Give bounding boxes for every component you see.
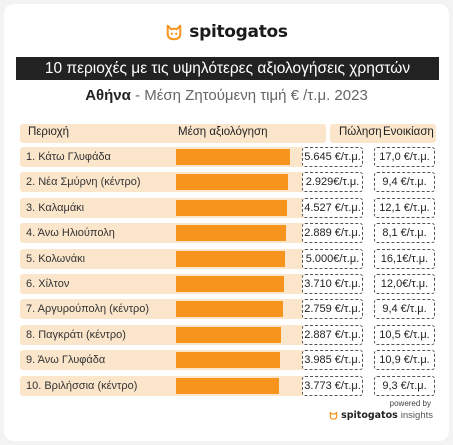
insights-brand: spitogatos (341, 410, 398, 421)
header-area: Περιοχή (28, 126, 70, 138)
chart-subtitle: Αθήνα - Μέση Ζητούμενη τιμή € /τ.μ. 2023 (0, 87, 453, 104)
sale-price-box: 3.710 €/τ.μ. (302, 274, 363, 294)
sale-price-box: 2.759 €/τ.μ. (302, 299, 363, 320)
rating-bar (176, 352, 281, 369)
subtitle-city: Αθήνα (85, 87, 131, 104)
rent-price-box: 10,5 €/τ.μ. (374, 324, 435, 345)
rating-bar (176, 149, 290, 165)
rent-price-box: 12,0€/τ.μ. (374, 274, 435, 294)
row-area-label: 10. Βριλήσσια (κέντρο) (26, 379, 138, 392)
row-area-label: 2. Νέα Σμύρνη (κέντρο) (26, 176, 141, 189)
sale-price-box: 4.527 €/τ.μ. (302, 197, 363, 218)
rent-price-box: 16,1€/τ.μ. (374, 248, 435, 269)
sale-price-box: 3.985 €/τ.μ. (302, 350, 363, 371)
chart-title: 10 περιοχές με τις υψηλότερες αξιολογήσε… (16, 57, 439, 80)
powered-by-text: powered by (389, 399, 431, 408)
rating-bar (176, 174, 289, 191)
sale-price-box: 2.929€/τ.μ. (302, 172, 363, 193)
sale-price-box: 5.000€/τ.μ. (302, 248, 363, 269)
row-area-label: 6. Χίλτον (26, 278, 70, 290)
row-area-label: 9. Άνω Γλυφάδα (26, 354, 106, 367)
rent-price-box: 9,4 €/τ.μ. (374, 299, 435, 320)
brand-name: spitogatos (189, 22, 288, 42)
rating-bar (176, 326, 282, 343)
row-area-label: 4. Άνω Ηλιούπολη (26, 227, 115, 240)
header-sale: Πώληση (339, 126, 382, 138)
sale-price-box: 5.645 €/τ.μ. (302, 147, 363, 167)
row-area-label: 7. Αργυρούπολη (κέντρο) (26, 303, 150, 316)
rent-price-box: 8,1 €/τ.μ. (374, 223, 435, 244)
rating-bar (176, 301, 283, 318)
header-left-bg (20, 124, 326, 143)
row-area-label: 1. Κάτω Γλυφάδα (26, 151, 111, 163)
insights-suffix: insights (400, 410, 433, 421)
cat-logo-small-icon (329, 411, 338, 420)
rating-bar (176, 250, 285, 267)
cat-logo-icon (166, 24, 182, 41)
header-rent: Ενοικίαση (383, 126, 434, 138)
rent-price-box: 17,0 €/τ.μ. (374, 147, 435, 167)
header-right-bg (330, 124, 436, 143)
rent-price-box: 12,1 €/τ.μ. (374, 197, 435, 218)
rating-bar (176, 276, 284, 292)
row-area-label: 5. Κολωνάκι (26, 252, 86, 265)
row-area-label: 8. Παγκράτι (κέντρο) (26, 328, 126, 341)
rating-bar (176, 377, 279, 394)
subtitle-rest: - Μέση Ζητούμενη τιμή € /τ.μ. 2023 (130, 87, 368, 104)
rent-price-box: 9,4 €/τ.μ. (374, 172, 435, 193)
sale-price-box: 2.889 €/τ.μ. (302, 223, 363, 244)
rating-bar (176, 225, 286, 242)
rent-price-box: 9,3 €/τ.μ. (374, 375, 435, 396)
sale-price-box: 2.887 €/τ.μ. (302, 324, 363, 345)
insights-logo: spitogatos insights (329, 410, 433, 421)
row-area-label: 3. Καλαμάκι (26, 201, 85, 214)
brand-logo: spitogatos (0, 22, 453, 42)
sale-price-box: 3.773 €/τ.μ. (302, 375, 363, 396)
header-rating: Μέση αξιολόγηση (178, 126, 268, 138)
rating-bar (176, 199, 288, 216)
rent-price-box: 10,9 €/τ.μ. (374, 350, 435, 371)
